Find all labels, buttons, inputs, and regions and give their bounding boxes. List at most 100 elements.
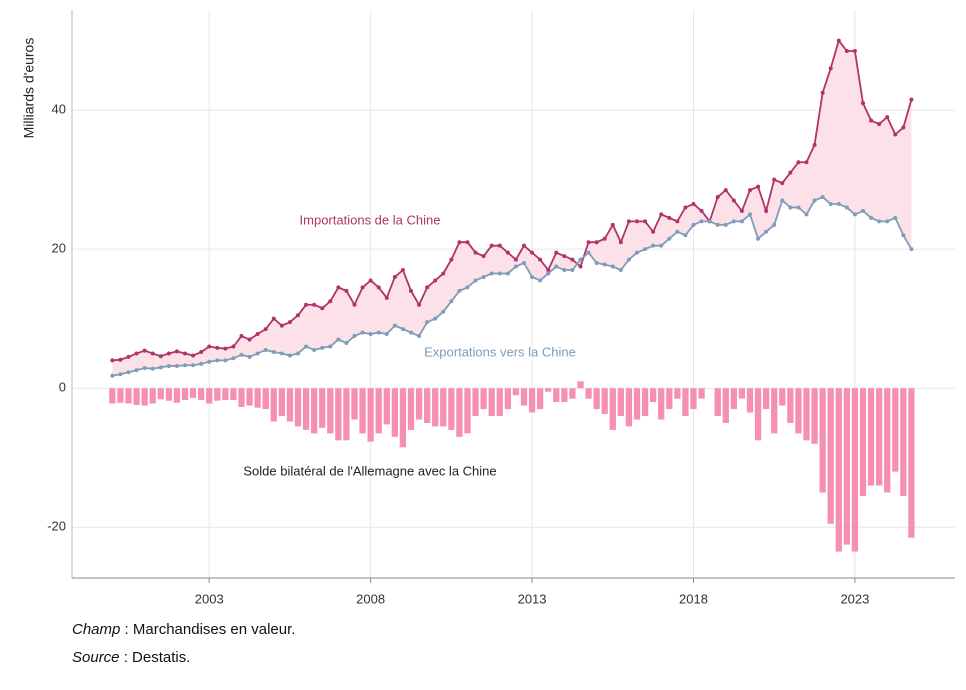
marker [626, 257, 631, 262]
bar [601, 388, 608, 414]
bar [892, 388, 899, 472]
marker [489, 243, 494, 248]
marker [207, 344, 212, 349]
marker [804, 212, 809, 217]
marker [384, 295, 389, 300]
bar [197, 388, 205, 401]
bar [214, 388, 221, 401]
bar [432, 388, 439, 427]
marker [586, 250, 591, 255]
bar [480, 388, 487, 410]
marker [199, 350, 204, 355]
marker [901, 125, 906, 130]
bar [367, 388, 374, 442]
marker [860, 208, 865, 213]
marker [885, 115, 890, 120]
marker [497, 271, 502, 276]
bar [811, 388, 818, 444]
marker [521, 261, 526, 266]
marker [699, 219, 704, 224]
marker [376, 285, 381, 290]
marker [279, 323, 284, 328]
marker [481, 274, 486, 279]
marker [497, 243, 502, 248]
line [112, 38, 913, 362]
marker [764, 208, 769, 213]
bar [803, 388, 810, 441]
marker [166, 351, 171, 356]
bar [133, 388, 140, 405]
marker [199, 361, 204, 366]
marker [134, 368, 139, 373]
bar [206, 388, 213, 404]
marker [634, 219, 639, 224]
marker [182, 363, 187, 368]
marker [110, 358, 115, 363]
marker [578, 264, 583, 269]
bar [222, 388, 229, 401]
bar [835, 388, 842, 552]
bar [730, 388, 737, 410]
bar [738, 388, 746, 399]
marker [360, 285, 365, 290]
marker [174, 349, 179, 354]
bar [714, 388, 721, 417]
bar [520, 388, 528, 406]
marker [659, 243, 664, 248]
marker [618, 268, 623, 273]
marker [570, 257, 575, 262]
marker [602, 236, 607, 241]
marker [521, 243, 526, 248]
marker [683, 233, 688, 238]
marker [287, 353, 292, 358]
marker [667, 236, 672, 241]
bar [343, 388, 350, 441]
marker [683, 205, 688, 210]
marker [150, 351, 155, 356]
bar [593, 388, 600, 410]
line [112, 195, 913, 377]
marker [360, 330, 365, 335]
marker [869, 215, 874, 220]
marker [158, 365, 163, 370]
bar [262, 388, 269, 410]
marker [425, 320, 430, 325]
bar [795, 388, 802, 434]
marker [441, 271, 446, 276]
bar [528, 388, 536, 413]
marker [723, 188, 728, 193]
y-tick-label: -20 [47, 519, 66, 534]
marker [231, 356, 236, 361]
marker [747, 188, 752, 193]
marker [780, 198, 785, 203]
marker [328, 299, 333, 304]
marker [594, 261, 599, 266]
marker [788, 205, 793, 210]
marker [562, 254, 567, 259]
marker [554, 264, 559, 269]
marker [877, 219, 882, 224]
marker [336, 337, 341, 342]
marker [756, 184, 761, 189]
bar [617, 388, 624, 417]
marker [255, 351, 260, 356]
marker [287, 320, 292, 325]
marker [392, 323, 397, 328]
marker [739, 208, 744, 213]
x-tick-label: 2003 [195, 591, 224, 606]
marker [239, 334, 244, 339]
marker [239, 352, 244, 357]
bar [779, 388, 786, 406]
bar [399, 388, 407, 448]
marker [392, 274, 397, 279]
marker [247, 354, 252, 359]
x-tick-label: 2018 [679, 591, 708, 606]
marker [530, 250, 535, 255]
marker [764, 229, 769, 234]
bar [383, 388, 390, 425]
marker [634, 250, 639, 255]
marker [788, 170, 793, 175]
marker [433, 316, 438, 321]
bar [609, 388, 616, 430]
marker [320, 345, 325, 350]
